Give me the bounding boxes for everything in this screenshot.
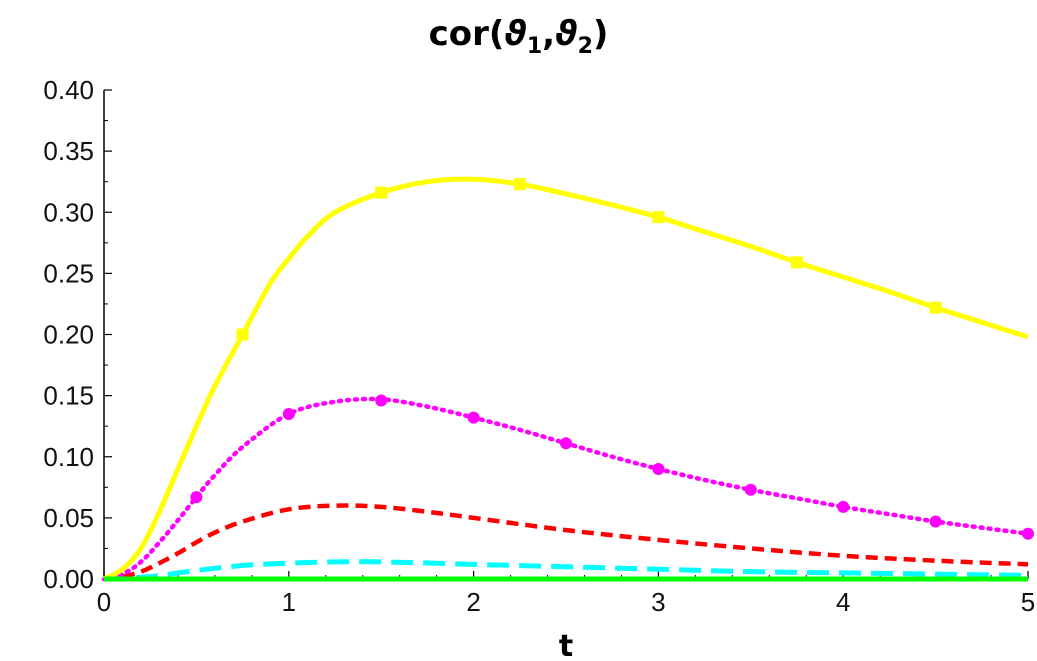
y-tick-label: 0.40 — [43, 75, 94, 105]
series-line-2 — [103, 503, 1029, 582]
series-line-0 — [102, 176, 1029, 582]
y-tick-label: 0.15 — [43, 381, 94, 411]
series-marker — [652, 462, 665, 475]
series-1 — [101, 394, 1034, 582]
y-tick-label: 0.20 — [43, 320, 94, 350]
x-tick-label: 1 — [282, 587, 296, 617]
series-layer — [101, 176, 1034, 582]
series-3 — [103, 559, 1029, 582]
series-marker — [467, 411, 480, 424]
series-marker — [513, 178, 526, 191]
title-suffix: ) — [592, 14, 609, 54]
series-marker — [236, 328, 249, 341]
series-marker — [375, 186, 388, 199]
x-tick-label: 2 — [466, 587, 480, 617]
title-var2: ϑ — [555, 14, 578, 54]
series-marker — [1022, 527, 1034, 540]
title-sep: , — [542, 14, 556, 54]
series-marker — [190, 491, 203, 504]
x-tick-label: 4 — [836, 587, 850, 617]
y-tick-label: 0.05 — [43, 503, 94, 533]
x-tick-label: 0 — [97, 587, 111, 617]
x-axis-title: t — [559, 629, 573, 661]
series-marker — [837, 500, 850, 513]
series-marker — [282, 407, 295, 420]
series-marker — [652, 211, 665, 224]
y-tick-label: 0.35 — [43, 136, 94, 166]
series-marker — [560, 437, 572, 450]
series-marker — [744, 483, 757, 496]
y-tick-label: 0.00 — [43, 564, 94, 594]
title-var1: ϑ — [504, 14, 527, 54]
y-tick-label: 0.30 — [43, 197, 94, 227]
series-marker — [929, 301, 942, 314]
title-sub1: 1 — [526, 33, 543, 59]
series-2 — [103, 503, 1029, 582]
x-tick-label: 3 — [651, 587, 665, 617]
title-prefix: cor( — [428, 14, 505, 54]
y-tick-label: 0.25 — [43, 258, 94, 288]
title-sub2: 2 — [577, 33, 593, 59]
chart-title: cor(ϑ1,ϑ2) — [0, 14, 1037, 59]
series-marker — [375, 394, 388, 407]
series-0 — [102, 176, 1029, 582]
series-line-3 — [103, 559, 1029, 582]
x-tick-label: 5 — [1021, 587, 1035, 617]
y-tick-label: 0.10 — [43, 442, 94, 472]
series-line-1 — [101, 396, 1031, 582]
series-marker — [791, 256, 803, 269]
axes: 0.00 0.05 0.10 0.15 0.20 0.25 0.30 0.35 0.40 0 1 2 3… — [43, 75, 1035, 617]
series-marker — [929, 515, 942, 528]
